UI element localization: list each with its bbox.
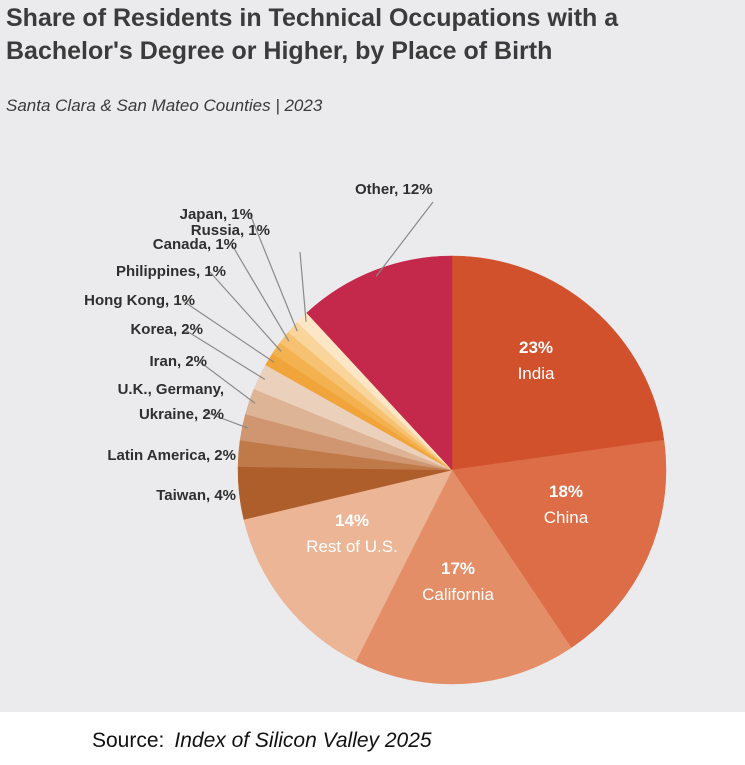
slice-label-philippines: Philippines, 1% (116, 263, 226, 280)
leader-line-philippines (209, 271, 282, 352)
leader-line-japan (249, 213, 298, 332)
chart-panel: Share of Residents in Technical Occupati… (0, 0, 745, 712)
leader-line-hong-kong (182, 300, 275, 363)
slice-label-iran: Iran, 2% (149, 353, 207, 370)
source-note: Source: Index of Silicon Valley 2025 (92, 729, 432, 753)
slice-label-canada: Canada, 1% (153, 236, 237, 253)
slice-category-label-rest-of-u-s: Rest of U.S. (306, 537, 398, 556)
slice-label-taiwan: Taiwan, 4% (156, 487, 236, 504)
slice-label-u-k-germany-ukraine-line-1: U.K., Germany, (118, 381, 224, 398)
source-prefix: Source: (92, 729, 165, 752)
slice-china (451, 439, 667, 649)
slice-label-latin-america: Latin America, 2% (107, 447, 236, 464)
slice-india (451, 255, 665, 471)
slice-category-label-india: India (518, 364, 555, 383)
slice-value-label-rest-of-u-s: 14% (335, 511, 369, 530)
pie-chart: 23% India 18% China 17% California 14% Rest of … (84, 181, 667, 685)
slice-category-label-china: China (544, 508, 589, 527)
slice-label-japan: Japan, 1% (180, 206, 253, 223)
slice-label-u-k-germany-ukraine-line-2: Ukraine, 2% (139, 406, 224, 423)
leader-line-korea (184, 329, 266, 380)
slice-other (306, 255, 453, 471)
slice-value-label-china: 18% (549, 482, 583, 501)
leader-line-u-k-germany-ukraine (204, 411, 249, 429)
chart-subtitle: Santa Clara & San Mateo Counties | 2023 (6, 96, 323, 115)
slice-label-other: Other, 12% (355, 181, 433, 198)
slice-category-label-california: California (422, 585, 494, 604)
source-publication: Index of Silicon Valley 2025 (174, 729, 432, 752)
leader-line-russia (299, 251, 307, 322)
leader-line-iran (199, 361, 256, 404)
slice-value-label-california: 17% (441, 559, 475, 578)
slice-label-korea: Korea, 2% (130, 321, 203, 338)
leader-line-canada (231, 244, 290, 342)
slice-label-russia: Russia, 1% (191, 222, 270, 239)
slice-rest-of-u-s (243, 469, 453, 662)
leader-line-other (375, 201, 434, 277)
slice-value-label-india: 23% (519, 338, 553, 357)
slice-label-hong-kong: Hong Kong, 1% (84, 292, 195, 309)
slice-california (355, 469, 572, 685)
chart-title: Share of Residents in Technical Occupati… (6, 4, 619, 65)
